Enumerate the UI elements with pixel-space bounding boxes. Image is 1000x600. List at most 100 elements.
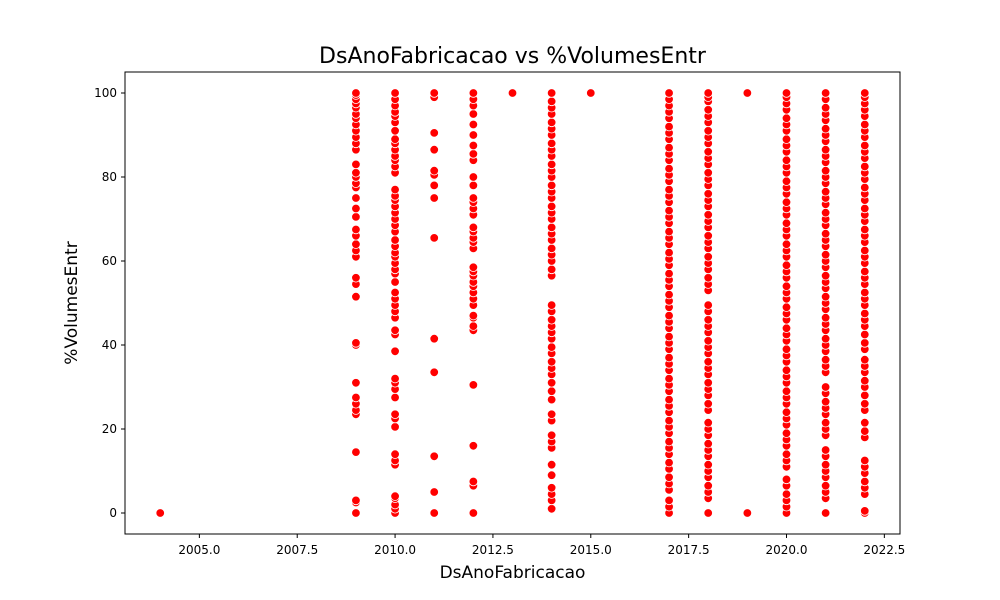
data-point [703, 481, 713, 491]
y-axis-ticks: 0 20 40 60 80 100 [94, 86, 125, 520]
data-point [351, 88, 361, 98]
data-point [703, 378, 713, 388]
data-point [860, 287, 870, 298]
data-point [468, 310, 479, 321]
data-point [860, 266, 870, 277]
x-axis-title: DsAnoFabricacao [440, 563, 586, 583]
data-point [703, 300, 713, 310]
x-tick-label: 2005.0 [178, 543, 220, 557]
data-point [390, 126, 400, 136]
data-point [703, 336, 713, 346]
y-tick-label: 40 [102, 338, 117, 352]
x-tick-label: 2022.5 [863, 543, 905, 557]
data-point [781, 323, 792, 333]
data-point [429, 165, 439, 176]
data-point [703, 439, 713, 449]
data-point [429, 451, 439, 462]
data-point [546, 342, 557, 352]
data-point [664, 289, 674, 300]
x-tick-label: 2020.0 [765, 543, 807, 557]
data-point [860, 476, 870, 487]
data-point [703, 357, 713, 367]
data-point [781, 197, 792, 207]
data-point [546, 201, 557, 212]
data-point [703, 231, 713, 241]
data-point [429, 88, 439, 98]
data-point [781, 155, 792, 165]
data-point [820, 355, 831, 365]
data-point [429, 367, 439, 378]
data-point [703, 168, 713, 178]
data-point [781, 218, 792, 228]
data-point [351, 203, 361, 214]
data-point [781, 428, 792, 438]
data-point [546, 460, 557, 470]
data-point [546, 386, 557, 396]
data-point [820, 445, 831, 455]
y-tick-label: 20 [102, 422, 117, 436]
data-point [664, 205, 674, 216]
data-point [546, 138, 557, 149]
data-point [546, 430, 557, 441]
data-point [860, 455, 870, 466]
data-point [703, 418, 713, 428]
data-point [781, 88, 792, 98]
data-point [664, 247, 674, 258]
data-point [703, 88, 713, 98]
y-tick-label: 0 [109, 506, 117, 520]
data-point [351, 193, 361, 203]
data-point [546, 88, 557, 98]
data-point [820, 271, 831, 281]
data-point [781, 260, 792, 270]
data-point [390, 409, 400, 420]
data-point [468, 172, 479, 182]
data-point [860, 119, 870, 130]
data-point [703, 399, 713, 409]
data-point [351, 495, 361, 506]
data-point [429, 128, 439, 138]
data-point [664, 352, 674, 363]
data-point [664, 415, 674, 426]
data-point [351, 292, 361, 302]
data-point [468, 476, 479, 487]
data-point [546, 394, 557, 405]
data-point [860, 506, 870, 516]
data-point [860, 308, 870, 319]
data-point [742, 508, 753, 518]
data-point [860, 88, 870, 98]
data-point [546, 409, 557, 420]
data-point [390, 346, 400, 357]
data-point [781, 407, 792, 417]
data-point [860, 399, 870, 409]
data-point [860, 203, 870, 214]
data-point [664, 184, 674, 195]
data-point [664, 121, 674, 132]
data-point [468, 262, 479, 273]
data-point [468, 109, 479, 119]
data-point [820, 508, 831, 518]
x-axis-ticks: 2005.0 2007.5 2010.0 2012.5 2015.0 2017.5 2020… [178, 534, 905, 557]
data-point [664, 373, 674, 384]
data-point [468, 180, 479, 191]
data-point [351, 273, 361, 283]
data-point [351, 224, 361, 235]
data-point [820, 249, 831, 260]
data-point [586, 88, 596, 98]
data-point [820, 460, 831, 470]
data-point [546, 357, 557, 367]
data-point [820, 397, 831, 407]
data-point [703, 210, 713, 220]
data-point [351, 159, 361, 170]
data-point [860, 390, 870, 401]
data-point [703, 189, 713, 199]
data-point [546, 504, 557, 514]
data-point [468, 193, 479, 203]
data-point [781, 113, 792, 123]
data-point [781, 302, 792, 312]
y-tick-label: 80 [102, 170, 117, 184]
data-point [820, 228, 831, 239]
data-point [468, 88, 479, 98]
data-point [781, 239, 792, 249]
data-point [546, 159, 557, 170]
